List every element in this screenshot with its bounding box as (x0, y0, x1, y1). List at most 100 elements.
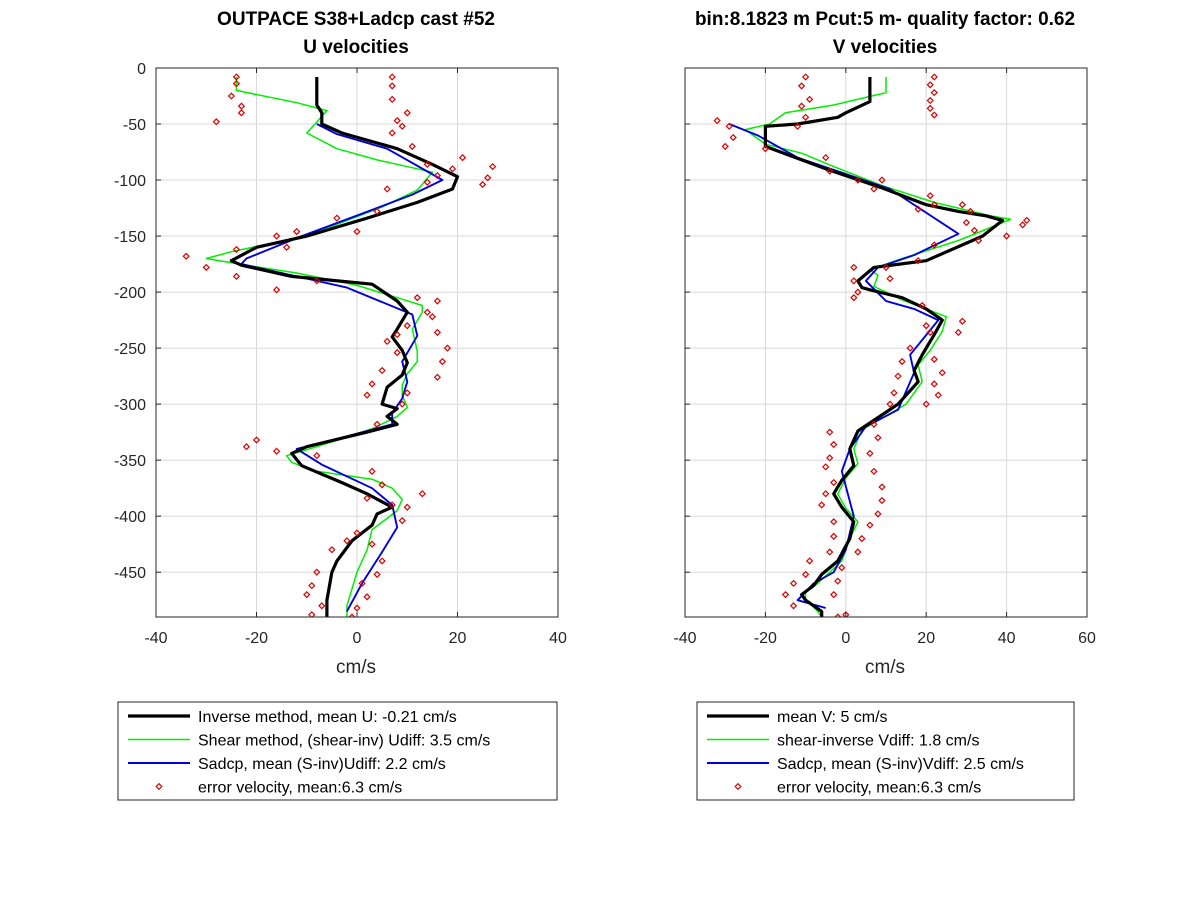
error-velocity-marker (182, 252, 190, 260)
error-velocity-marker (922, 322, 930, 330)
error-velocity-marker (328, 546, 336, 554)
error-velocity-marker (761, 145, 770, 153)
error-velocity-marker (1002, 232, 1011, 240)
legend-label-inverse: mean V: 5 cm/s (777, 709, 888, 726)
series-line-inverse (763, 77, 1005, 617)
error-velocity-marker (433, 328, 442, 337)
legend-label-error: error velocity, mean:6.3 cm/s (198, 780, 402, 797)
x-tick-label: -40 (673, 630, 696, 647)
error-velocity-marker (272, 232, 281, 240)
error-velocity-marker (830, 532, 838, 540)
series-line-sadcp (240, 123, 444, 612)
error-velocity-marker (822, 463, 830, 471)
error-velocity-marker (303, 590, 311, 599)
error-velocity-marker (958, 317, 967, 325)
error-velocity-marker (930, 355, 938, 363)
error-velocity-marker (834, 577, 842, 585)
error-velocity-marker (232, 80, 241, 88)
right-plot-title-line2: V velocities (833, 37, 938, 58)
error-velocity-marker (870, 185, 878, 193)
error-velocity-marker (313, 568, 321, 576)
error-velocity-marker (227, 92, 236, 100)
series-line-shear (205, 77, 434, 617)
error-velocity-marker (930, 201, 938, 209)
error-velocity-marker (489, 162, 497, 171)
error-velocity-marker (938, 369, 946, 377)
x-tick-label: 60 (1078, 630, 1096, 647)
error-velocity-marker (237, 109, 246, 117)
error-velocity-marker (926, 96, 934, 105)
error-velocity-marker (373, 207, 381, 216)
series-group (182, 73, 497, 617)
error-velocity-marker (363, 391, 371, 399)
error-velocity-marker (826, 428, 834, 436)
error-velocity-marker (886, 400, 894, 408)
error-velocity-marker (878, 483, 886, 491)
left-plot-title-line1: OUTPACE S38+Ladcp cast #52 (217, 9, 495, 30)
error-velocity-marker (443, 344, 452, 352)
error-velocity-marker (403, 322, 411, 330)
error-velocity-marker (822, 153, 830, 162)
x-tick-label: 40 (549, 630, 567, 647)
error-velocity-marker (333, 214, 341, 222)
error-velocity-marker (966, 207, 975, 216)
error-velocity-marker (383, 337, 391, 346)
error-velocity-marker (413, 294, 421, 302)
error-velocity-marker (212, 118, 220, 126)
y-tick-label: -250 (114, 341, 146, 358)
error-velocity-marker (353, 529, 361, 537)
error-velocity-marker (830, 478, 838, 487)
error-velocity-marker (368, 467, 376, 475)
error-velocity-marker (403, 109, 411, 117)
error-velocity-marker (797, 82, 806, 90)
error-velocity-marker (930, 73, 938, 81)
error-velocity-marker (729, 133, 737, 142)
legend-label-sadcp: Sadcp, mean (S-inv)Udiff: 2.2 cm/s (198, 756, 446, 773)
left-u-velocity-axes: -40 -20 0 20 400-50-100-150-200-250-300-350-… (114, 61, 567, 647)
error-velocity-marker (202, 263, 210, 272)
legend-label-shear: Shear method, (shear-inv) Udiff: 3.5 cm/… (198, 733, 490, 750)
error-velocity-marker (805, 95, 814, 104)
error-velocity-marker (874, 434, 882, 442)
error-velocity-marker (850, 277, 858, 285)
error-velocity-marker (858, 534, 866, 543)
error-velocity-marker (818, 501, 826, 509)
error-velocity-marker (433, 373, 442, 381)
error-velocity-marker (272, 286, 281, 294)
error-velocity-marker (926, 192, 934, 200)
left-legend: Inverse method, mean U: -0.21 cm/s Shear … (117, 701, 558, 801)
legend-label-error: error velocity, mean:6.3 cm/s (777, 780, 981, 797)
error-velocity-marker (313, 277, 321, 285)
left-plot-xlabel: cm/s (336, 657, 376, 678)
error-velocity-marker (866, 449, 874, 458)
error-velocity-marker (398, 516, 406, 525)
error-velocity-marker (926, 81, 934, 89)
error-velocity-marker (801, 73, 810, 81)
error-velocity-marker (378, 366, 386, 375)
error-velocity-marker (898, 357, 906, 366)
error-velocity-marker (252, 436, 261, 444)
legend-box (117, 701, 558, 801)
error-velocity-marker (805, 557, 814, 565)
x-tick-label: 0 (841, 630, 850, 647)
legend-box (696, 701, 1075, 801)
error-velocity-marker (870, 467, 878, 475)
error-velocity-marker (308, 611, 316, 617)
error-velocity-marker (878, 176, 886, 184)
error-velocity-marker (930, 241, 938, 249)
error-velocity-marker (842, 611, 850, 617)
error-velocity-marker (834, 613, 842, 617)
y-tick-label: -400 (114, 509, 146, 526)
error-velocity-marker (283, 243, 291, 251)
error-velocity-marker (826, 548, 834, 556)
error-velocity-marker (313, 452, 321, 460)
error-velocity-marker (383, 185, 391, 193)
error-velocity-marker (393, 117, 401, 125)
x-tick-label: 40 (998, 630, 1016, 647)
y-tick-label: -50 (123, 117, 146, 134)
error-velocity-marker (373, 570, 381, 579)
error-velocity-marker (854, 548, 862, 556)
error-velocity-marker (914, 205, 922, 213)
error-velocity-marker (801, 570, 810, 579)
